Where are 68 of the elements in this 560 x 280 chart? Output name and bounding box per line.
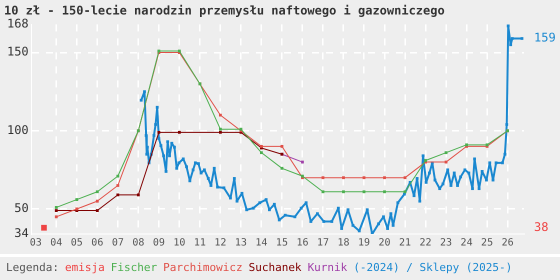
x-tick-label: 10: [173, 238, 186, 249]
text: Suchanek: [248, 261, 302, 274]
point: [136, 193, 140, 196]
point: [54, 209, 58, 212]
point: [342, 190, 345, 194]
x-tick-label: 24: [460, 238, 473, 249]
y-tick-label: 34: [14, 226, 29, 240]
x-tick-label: 03: [30, 238, 42, 249]
x-tick-label: 11: [194, 238, 206, 249]
x-tick-label: 07: [112, 238, 124, 249]
y-tick-label: 168: [6, 16, 29, 31]
point: [96, 200, 99, 203]
x-tick-label: 19: [358, 238, 370, 249]
text: 159: [534, 30, 556, 45]
point: [362, 190, 366, 194]
point: [75, 198, 78, 202]
point: [280, 166, 284, 170]
point: [116, 184, 120, 187]
y-tick-label: 100: [6, 122, 29, 137]
point: [218, 128, 222, 131]
point: [178, 130, 181, 134]
x-tick-label: 09: [152, 238, 165, 249]
point: [301, 160, 304, 164]
x-tick-label: 15: [276, 238, 288, 249]
x-tick-label: 23: [440, 238, 452, 249]
x-tick-label: 20: [378, 238, 391, 249]
text: Parchimowicz: [163, 261, 243, 274]
text: Fischer: [110, 261, 158, 274]
point: [404, 190, 406, 194]
point: [218, 130, 222, 134]
point: [116, 193, 120, 196]
x-tick-label: 16: [296, 238, 308, 249]
x-tick-label: 04: [50, 238, 62, 249]
x-tick-label: 21: [399, 238, 412, 249]
point: [41, 224, 47, 231]
point: [383, 176, 386, 180]
point: [116, 174, 120, 178]
text: 38: [534, 220, 548, 234]
point: [444, 151, 448, 154]
point: [383, 190, 386, 194]
chart-title: 10 zł - 150-lecie narodzin przemysłu naftowego i gazowniczego: [4, 3, 445, 18]
point: [96, 209, 99, 212]
text: emisja: [64, 261, 105, 274]
text: (-2024) / Sklepy (2025-): [353, 261, 512, 274]
x-tick-label: 13: [234, 238, 247, 249]
text: Kurnik: [308, 261, 348, 274]
x-tick-label: 12: [214, 238, 226, 249]
x-tick-label: 05: [70, 238, 83, 249]
point: [342, 176, 345, 180]
point: [157, 130, 160, 134]
point: [218, 114, 222, 117]
point: [322, 190, 324, 194]
x-tick-label: 14: [255, 238, 268, 249]
x-tick-label: 06: [91, 238, 104, 249]
x-tick-label: 25: [481, 238, 494, 249]
x-tick-label: 26: [502, 238, 514, 249]
y-tick-label: 50: [14, 201, 29, 216]
y-tick-label: 150: [6, 44, 29, 59]
point: [322, 176, 324, 180]
point: [260, 151, 263, 154]
x-tick-label: 17: [316, 238, 329, 249]
x-tick-label: 18: [337, 238, 350, 249]
point: [362, 176, 366, 180]
point: [54, 206, 58, 209]
x-tick-label: 08: [132, 238, 144, 249]
legend-title: Legenda:: [6, 261, 59, 274]
point: [404, 176, 406, 180]
x-tick-label: 22: [420, 238, 432, 249]
